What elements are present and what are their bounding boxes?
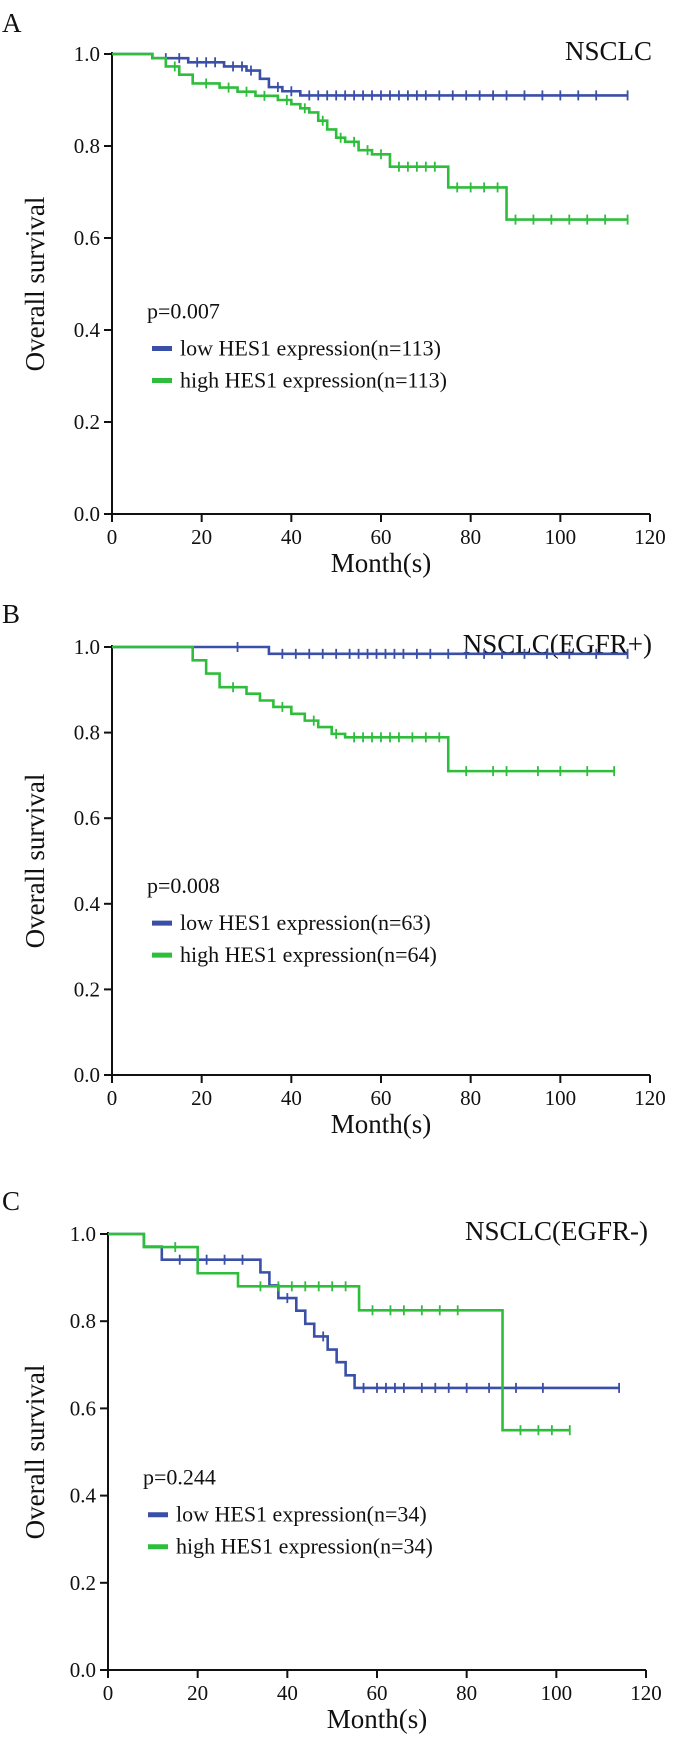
series-high [112, 645, 616, 777]
panel-letter: B [2, 599, 20, 629]
y-tick-label: 0.6 [74, 226, 100, 250]
x-tick-label: 0 [107, 1086, 118, 1110]
x-axis-label: Month(s) [331, 548, 432, 578]
x-tick-label: 60 [371, 525, 392, 549]
p-value: p=0.007 [147, 299, 220, 324]
series-low [108, 1232, 620, 1393]
x-tick-label: 80 [456, 1681, 477, 1705]
y-tick-label: 0.8 [70, 1309, 96, 1333]
survival-curve-low [108, 1232, 620, 1390]
series-high [112, 52, 629, 225]
x-tick-label: 20 [191, 525, 212, 549]
y-tick-label: 0.6 [74, 806, 100, 830]
legend-label-low: low HES1 expression(n=63) [180, 910, 431, 935]
x-tick-label: 60 [367, 1681, 388, 1705]
series-high [108, 1232, 571, 1436]
legend-label-high: high HES1 expression(n=113) [180, 368, 447, 393]
panel-a: A NSCLC 0.0 0.2 0.4 0.6 0.8 1.0 0 20 40 60 80 100 120 M… [2, 8, 666, 578]
chart-title: NSCLC(EGFR-) [465, 1216, 648, 1246]
y-tick-label: 0.0 [70, 1658, 96, 1682]
legend-label-low: low HES1 expression(n=34) [176, 1502, 427, 1527]
x-tick-label: 0 [107, 525, 118, 549]
y-tick-label: 0.8 [74, 134, 100, 158]
p-value: p=0.008 [147, 873, 220, 898]
y-tick-label: 0.4 [74, 892, 101, 916]
y-tick-label: 0.4 [74, 318, 101, 342]
survival-curve-low [112, 52, 628, 97]
y-tick-label: 1.0 [74, 42, 100, 66]
panel-letter: A [2, 8, 22, 38]
x-tick-label: 40 [281, 1086, 302, 1110]
y-tick-label: 0.0 [74, 502, 100, 526]
x-tick-label: 20 [187, 1681, 208, 1705]
y-axis-label: Overall survival [20, 197, 50, 372]
y-tick-label: 0.2 [70, 1571, 96, 1595]
legend-label-low: low HES1 expression(n=113) [180, 336, 441, 361]
y-axis-label: Overall survival [20, 774, 50, 949]
x-axis-label: Month(s) [331, 1109, 432, 1139]
y-tick-label: 0.2 [74, 410, 100, 434]
x-tick-label: 100 [545, 525, 577, 549]
x-tick-label: 0 [103, 1681, 114, 1705]
y-tick-label: 0.8 [74, 721, 100, 745]
y-tick-label: 1.0 [74, 635, 100, 659]
panel-c: C NSCLC(EGFR-) 0.0 0.2 0.4 0.6 0.8 1.0 0 20 40 60 80… [2, 1186, 662, 1734]
survival-curve-high [108, 1232, 570, 1432]
axes [111, 645, 650, 1076]
y-tick-label: 0.0 [74, 1063, 100, 1087]
x-tick-label: 120 [630, 1681, 662, 1705]
y-tick-label: 0.2 [74, 977, 100, 1001]
x-tick-label: 100 [541, 1681, 573, 1705]
legend-label-high: high HES1 expression(n=64) [180, 942, 437, 967]
x-tick-label: 120 [634, 525, 666, 549]
x-tick-label: 40 [281, 525, 302, 549]
y-tick-label: 0.4 [70, 1484, 97, 1508]
x-tick-label: 120 [634, 1086, 666, 1110]
survival-curve-high [112, 52, 628, 221]
y-tick-label: 0.6 [70, 1396, 96, 1420]
axes [111, 52, 650, 515]
survival-curve-high [112, 645, 615, 773]
y-axis-label: Overall survival [20, 1365, 50, 1540]
x-tick-label: 20 [191, 1086, 212, 1110]
legend-label-high: high HES1 expression(n=34) [176, 1534, 433, 1559]
x-axis-label: Month(s) [327, 1704, 428, 1734]
x-tick-label: 40 [277, 1681, 298, 1705]
x-tick-label: 60 [371, 1086, 392, 1110]
axes [107, 1232, 646, 1671]
panel-letter: C [2, 1186, 20, 1216]
series-low [112, 52, 629, 101]
x-tick-label: 80 [460, 1086, 481, 1110]
chart-title: NSCLC [565, 36, 652, 66]
x-tick-label: 100 [545, 1086, 577, 1110]
y-tick-label: 1.0 [70, 1222, 96, 1246]
p-value: p=0.244 [143, 1465, 216, 1490]
x-tick-label: 80 [460, 525, 481, 549]
